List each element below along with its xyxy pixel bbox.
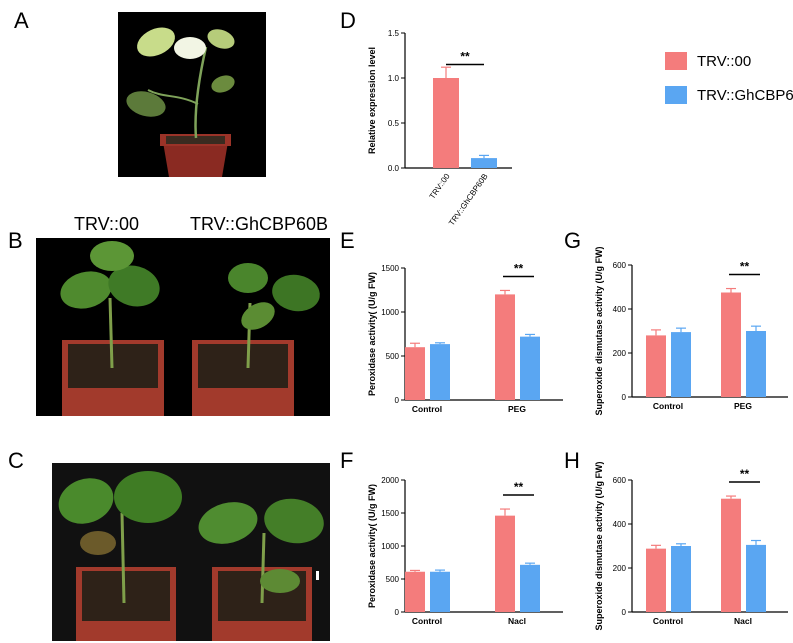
chart-e-sig-label: ** — [514, 261, 524, 275]
chart-g-bar-s0-c0 — [646, 335, 666, 397]
chart-g-bar-s0-c1 — [721, 292, 741, 397]
chart-g-sig-label: ** — [740, 260, 750, 274]
panel-label-h: H — [564, 448, 580, 473]
chart-e-ytick-label: 1500 — [381, 264, 399, 273]
legend-swatch-ghcbp60b — [665, 86, 687, 104]
chart-h-bar-s0-c0 — [646, 548, 666, 612]
chart-e-bar-s1-c0 — [430, 344, 450, 400]
chart-h-bar-s1-c1 — [746, 544, 766, 612]
plant-photo-b — [36, 238, 330, 416]
chart-d-xtick-label: TRV::GhCBP60B — [447, 172, 490, 227]
chart-g-xtick-label: PEG — [734, 401, 752, 411]
chart-h-ytick-label: 200 — [613, 564, 627, 573]
chart-e-ytick-label: 0 — [395, 396, 400, 405]
photo-caption-right: TRV::GhCBP60B — [190, 214, 329, 234]
chart-g-ytick-label: 400 — [613, 305, 627, 314]
chart-f-ytick-label: 1500 — [381, 509, 399, 518]
chart-h-xtick-label: Control — [653, 616, 683, 626]
chart-h-ytick-label: 600 — [613, 476, 627, 485]
chart-f-ylabel: Peroxidase activity( (U/g FW) — [367, 484, 377, 608]
chart-h-group: 0 200 400 600 Superoxide dismutase activity … — [594, 461, 788, 631]
chart-f-ytick-label: 2000 — [381, 476, 399, 485]
chart-e-ytick-label: 1000 — [381, 308, 399, 317]
chart-g-xtick-label: Control — [653, 401, 683, 411]
chart-f-ytick-label: 0 — [395, 608, 400, 617]
panel-label-f: F — [340, 448, 354, 473]
chart-g-bar-s1-c0 — [671, 332, 691, 397]
chart-f-ytick-label: 500 — [386, 575, 400, 584]
chart-e-xtick-label: Control — [412, 404, 442, 414]
chart-h-ytick-label: 400 — [613, 520, 627, 529]
chart-legend: TRV::00 TRV::GhCBP60B — [665, 50, 793, 118]
chart-f-sig-label: ** — [514, 480, 524, 494]
plant-photo-a — [118, 12, 266, 177]
legend-swatch-trv00 — [665, 52, 687, 70]
legend-item-ghcbp60b: TRV::GhCBP60B — [665, 84, 793, 106]
chart-f-ytick-label: 1000 — [381, 542, 399, 551]
panel-label-b: B — [8, 228, 23, 253]
chart-d-bar-1 — [471, 158, 497, 168]
chart-g-bar-s1-c1 — [746, 331, 766, 397]
chart-g-group: 0 200 400 600 Superoxide dismutase activity … — [594, 246, 788, 416]
chart-f-bar-s0-c0 — [405, 571, 425, 612]
legend-label-ghcbp60b: TRV::GhCBP60B — [697, 86, 793, 104]
chart-f-xtick-label: Nacl — [508, 616, 526, 626]
chart-e-bar-s0-c0 — [405, 347, 425, 400]
chart-e-bar-s1-c1 — [520, 336, 540, 400]
chart-g-ytick-label: 600 — [613, 261, 627, 270]
panel-label-c: C — [8, 448, 24, 473]
panel-label-g: G — [564, 228, 582, 253]
chart-d-group: 0.0 0.5 1.0 1.5 Relative expression level TRV… — [367, 29, 512, 227]
chart-d-bar-0 — [433, 78, 459, 168]
chart-e-ylabel: Peroxidase activity( (U/g FW) — [367, 272, 377, 396]
plant-photo-c — [52, 463, 330, 641]
chart-f-xtick-label: Control — [412, 616, 442, 626]
chart-e-bar-s0-c1 — [495, 294, 515, 400]
chart-d-xtick-label: TRV::00 — [428, 172, 452, 201]
chart-f-bar-s1-c1 — [520, 564, 540, 612]
chart-g-ytick-label: 200 — [613, 349, 627, 358]
chart-e-ytick-label: 500 — [386, 352, 400, 361]
chart-e-xtick-label: PEG — [508, 404, 526, 414]
chart-h-ylabel: Superoxide dismutase activity (U/g FW) — [594, 461, 604, 630]
photo-caption-left: TRV::00 — [74, 214, 140, 234]
chart-d-ytick-label: 0.5 — [388, 119, 400, 128]
chart-d-ylabel: Relative expression level — [367, 47, 377, 154]
chart-f-group: 0 500 1000 1500 2000 Peroxidase activity( (U/… — [367, 476, 563, 626]
chart-d-sig-label: ** — [460, 50, 470, 64]
chart-h-bar-s0-c1 — [721, 498, 741, 612]
chart-f-bar-s0-c1 — [495, 515, 515, 612]
legend-label-trv00: TRV::00 — [697, 52, 752, 70]
chart-h-ytick-label: 0 — [622, 608, 627, 617]
panel-label-d: D — [340, 8, 356, 33]
chart-g-ytick-label: 0 — [622, 393, 627, 402]
chart-f-bar-s1-c0 — [430, 571, 450, 612]
chart-d-ytick-label: 0.0 — [388, 164, 400, 173]
chart-g-ylabel: Superoxide dismutase activity (U/g FW) — [594, 246, 604, 415]
chart-e-group: 0 500 1000 1500 Peroxidase activity( (U/g FW… — [367, 261, 563, 414]
chart-h-bar-s1-c0 — [671, 546, 691, 612]
panel-label-a: A — [14, 8, 29, 33]
legend-item-trv00: TRV::00 — [665, 50, 793, 72]
chart-d-ytick-label: 1.0 — [388, 74, 400, 83]
panel-label-e: E — [340, 228, 355, 253]
chart-d-ytick-label: 1.5 — [388, 29, 400, 38]
chart-h-xtick-label: Nacl — [734, 616, 752, 626]
chart-h-sig-label: ** — [740, 467, 750, 481]
